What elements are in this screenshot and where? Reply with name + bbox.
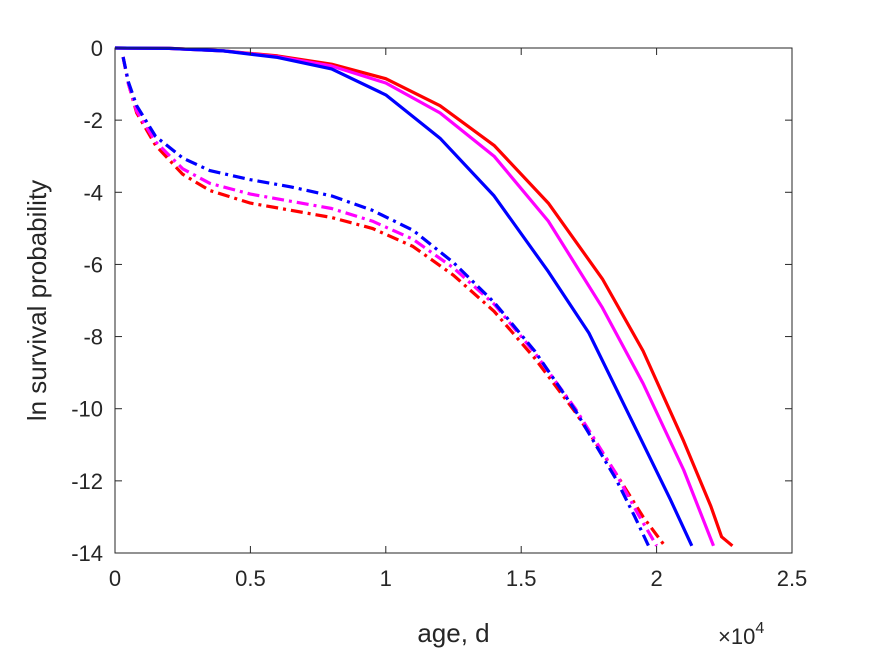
x-axis-label: age, d <box>417 618 489 648</box>
y-tick-label: -8 <box>83 325 103 350</box>
y-tick-label: -4 <box>83 180 103 205</box>
x-tick-label: 2 <box>650 566 662 591</box>
y-tick-label: -2 <box>83 108 103 133</box>
y-tick-label: 0 <box>91 36 103 61</box>
x-tick-label: 1.5 <box>506 566 537 591</box>
x-tick-label: 2.5 <box>777 566 808 591</box>
series-line-6 <box>121 56 650 547</box>
x-axis-exponent-power: 4 <box>755 620 764 637</box>
x-axis-exponent-base: ×10 <box>718 624 755 649</box>
x-axis-exponent: ×104 <box>718 620 764 649</box>
series-line-5 <box>121 56 658 547</box>
series-line-1 <box>114 46 734 548</box>
x-tick-label: 1 <box>380 566 392 591</box>
y-tick-label: -12 <box>71 469 103 494</box>
x-tick-label: 0.5 <box>235 566 266 591</box>
series-line-4 <box>121 56 666 547</box>
series-line-2 <box>114 46 715 547</box>
y-tick-label: -10 <box>71 397 103 422</box>
series-layer <box>114 46 734 548</box>
plot-area <box>114 47 793 554</box>
y-axis: 0 -2 -4 -6 -8 -10 -12 -14 <box>71 36 792 566</box>
y-tick-label: -6 <box>83 252 103 277</box>
y-axis-label: ln survival probability <box>22 180 52 421</box>
x-tick-label: 0 <box>109 566 121 591</box>
y-tick-label: -14 <box>71 541 103 566</box>
x-axis: 0 0.5 1 1.5 2 2.5 <box>109 48 807 591</box>
series-line-3 <box>114 46 694 547</box>
